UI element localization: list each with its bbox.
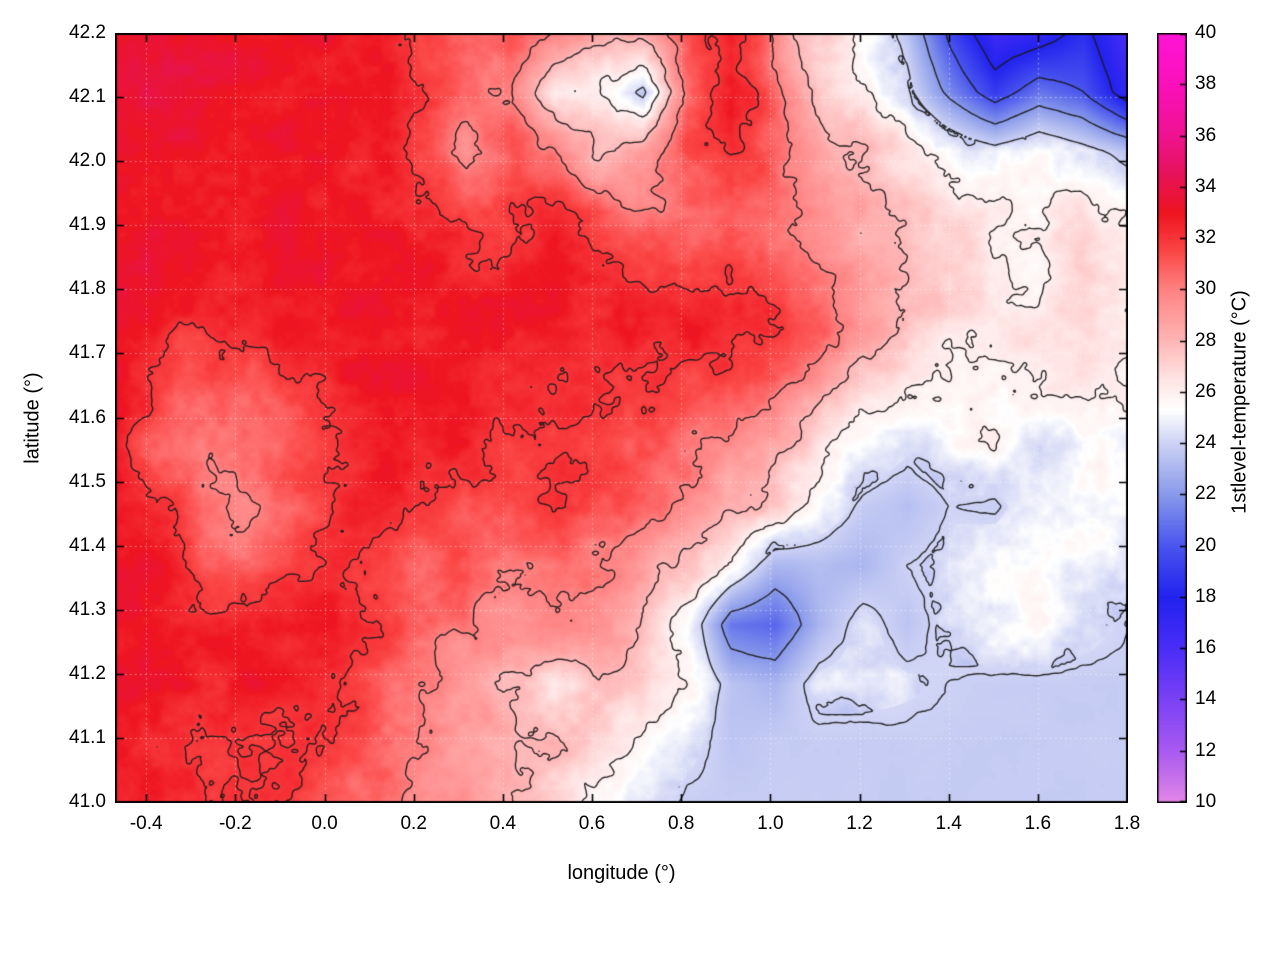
- heatmap-plot-canvas: [115, 33, 1128, 803]
- y-tick-label: 41.3: [69, 598, 106, 620]
- y-tick-label: 41.1: [69, 726, 106, 748]
- colorbar-tick-label: 22: [1195, 483, 1217, 505]
- x-tick-label: 1.6: [1024, 813, 1052, 834]
- colorbar-tick-label: 16: [1195, 637, 1217, 659]
- y-tick-label: 42.0: [69, 150, 106, 172]
- colorbar-tick-label: 30: [1195, 278, 1217, 300]
- colorbar-tick-label: 18: [1195, 585, 1217, 607]
- y-tick-label: 41.0: [69, 791, 106, 812]
- x-tick-label: 0.2: [400, 813, 427, 834]
- y-tick-label: 41.5: [69, 470, 106, 492]
- colorbar-tick-label: 40: [1195, 22, 1217, 43]
- colorbar-canvas: [1157, 33, 1187, 803]
- colorbar-tick-label: 20: [1195, 534, 1217, 556]
- x-tick-label: 0.8: [667, 813, 695, 834]
- colorbar-tick-label: 38: [1195, 73, 1217, 95]
- x-tick-label: -0.4: [129, 813, 163, 834]
- y-tick-label: 41.9: [69, 214, 106, 236]
- x-tick-label: 1.4: [935, 813, 962, 834]
- y-tick-label: 42.1: [69, 86, 106, 108]
- colorbar-tick-label: 14: [1195, 688, 1217, 710]
- y-tick-label: 42.2: [69, 22, 106, 43]
- x-tick-label: 1.8: [1113, 813, 1141, 834]
- colorbar-tick-label: 26: [1195, 380, 1217, 402]
- colorbar-tick-label: 28: [1195, 329, 1217, 351]
- x-tick-label: 1.0: [757, 813, 784, 834]
- colorbar-tick-label: 36: [1195, 124, 1217, 146]
- x-tick-label: 0.0: [311, 813, 338, 834]
- y-tick-label: 41.8: [69, 278, 106, 300]
- colorbar-tick-label: 12: [1195, 739, 1217, 761]
- colorbar-tick-label: 34: [1195, 175, 1217, 197]
- x-tick-label: 1.2: [846, 813, 873, 834]
- y-tick-label: 41.7: [69, 342, 106, 364]
- x-axis-title: longitude (°): [567, 862, 676, 884]
- colorbar-tick-label: 32: [1195, 227, 1217, 249]
- y-tick-label: 41.4: [69, 534, 106, 556]
- x-tick-label: 0.6: [578, 813, 606, 834]
- x-tick-label: 0.4: [489, 813, 517, 834]
- colorbar-tick-label: 10: [1195, 791, 1217, 812]
- x-tick-label: -0.2: [218, 813, 252, 834]
- y-tick-label: 41.2: [69, 662, 106, 684]
- colorbar-tick-label: 24: [1195, 432, 1217, 454]
- y-tick-label: 41.6: [69, 406, 106, 428]
